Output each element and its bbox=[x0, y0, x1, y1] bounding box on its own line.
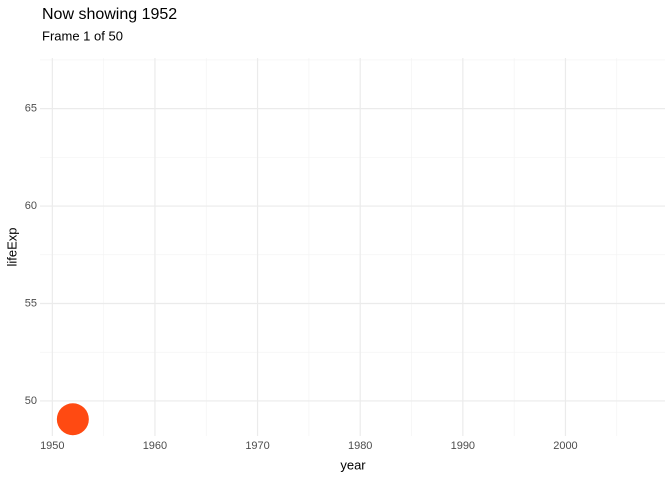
x-tick-label: 1960 bbox=[143, 440, 167, 452]
y-tick-label: 60 bbox=[25, 200, 37, 212]
y-tick-label: 55 bbox=[25, 297, 37, 309]
x-tick-label: 2000 bbox=[553, 440, 577, 452]
x-tick-label: 1950 bbox=[40, 440, 64, 452]
x-tick-label: 1980 bbox=[348, 440, 372, 452]
y-tick-label: 65 bbox=[25, 103, 37, 115]
x-tick-label: 1970 bbox=[245, 440, 269, 452]
y-tick-label: 50 bbox=[25, 395, 37, 407]
point bbox=[56, 403, 89, 436]
x-axis-title: year bbox=[340, 457, 366, 472]
x-tick-label: 1990 bbox=[451, 440, 475, 452]
y-axis-title: lifeExp bbox=[4, 227, 19, 266]
chart-title: Now showing 1952 bbox=[42, 6, 177, 23]
chart-subtitle: Frame 1 of 50 bbox=[42, 28, 123, 43]
